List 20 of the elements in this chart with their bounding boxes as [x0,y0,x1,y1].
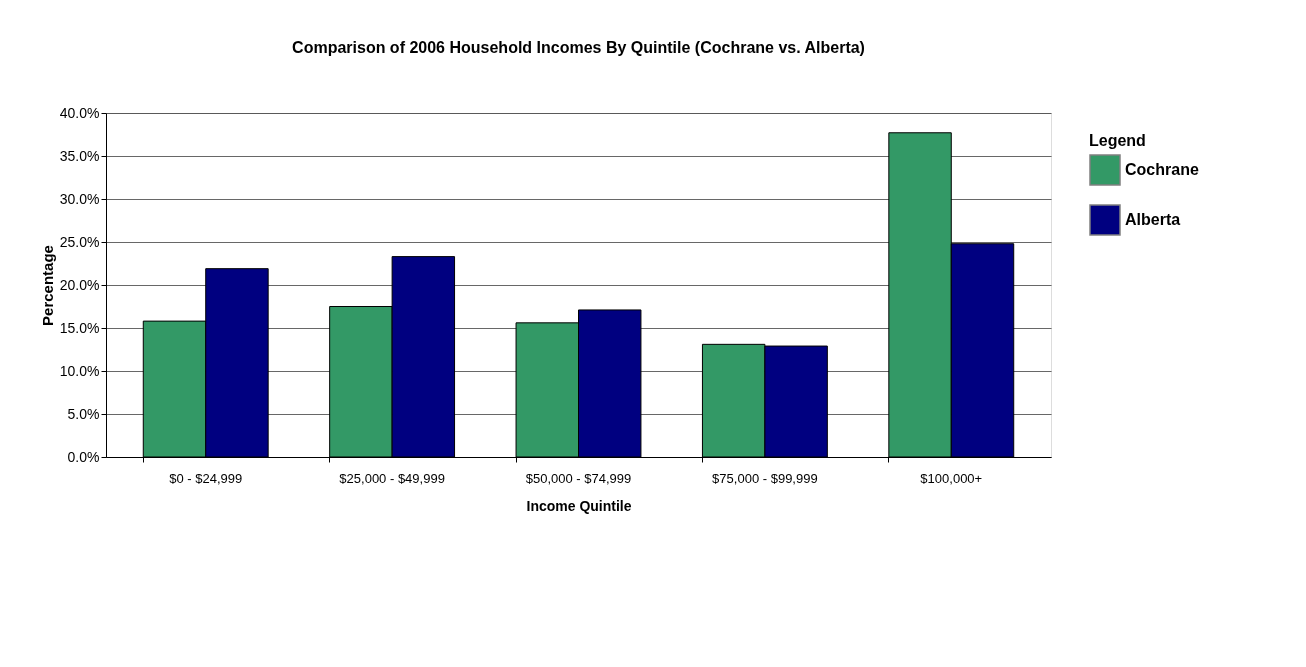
legend-label: Alberta [1125,211,1181,228]
legend-title: Legend [1089,132,1146,149]
y-tick-label: 10.0% [59,362,100,379]
x-tick-label: $75,000 - $99,999 [712,470,818,486]
y-tick-label: 40.0% [59,104,100,121]
chart-title: Comparison of 2006 Household Incomes By Quintile (Cochrane vs. Alberta) [292,39,865,56]
y-tick-label: 25.0% [59,233,100,250]
x-tick-label: $100,000+ [920,470,983,486]
x-tick-label: $50,000 - $74,999 [525,470,632,486]
legend-label: Cochrane [1125,161,1199,178]
x-axis-title: Income Quintile [526,497,632,514]
x-tick-label: $0 - $24,999 [169,470,243,486]
y-axis-title: Percentage [38,245,56,326]
y-tick-label: 0.0% [67,448,100,465]
y-tick-label: 20.0% [59,276,100,293]
y-tick-label: 5.0% [67,405,100,422]
x-tick-label: $25,000 - $49,999 [339,470,445,486]
y-tick-label: 35.0% [59,147,100,164]
y-tick-label: 30.0% [59,190,100,207]
y-tick-label: 15.0% [59,319,100,336]
